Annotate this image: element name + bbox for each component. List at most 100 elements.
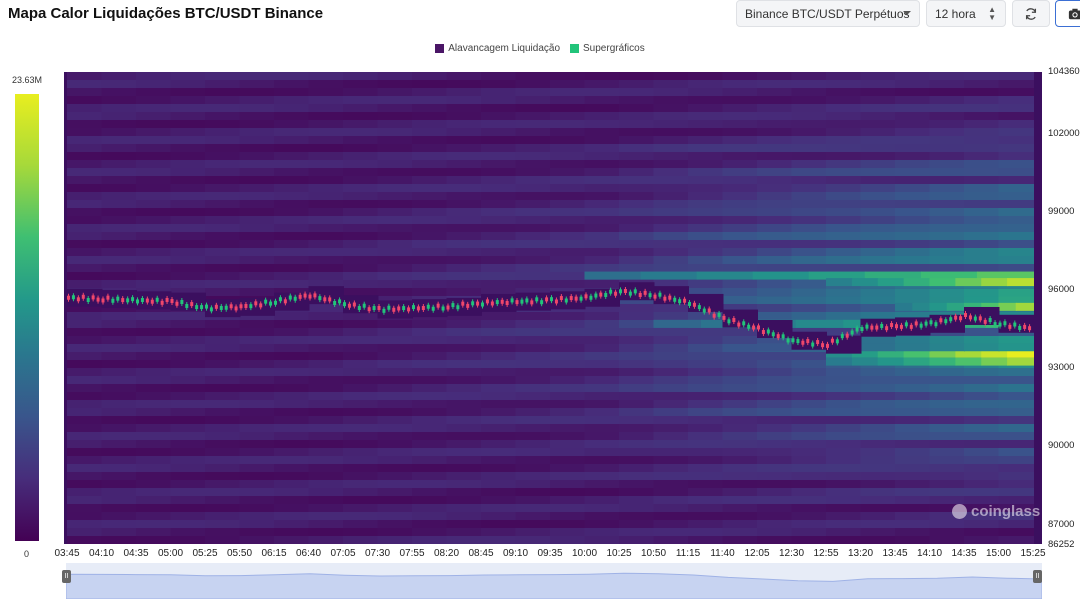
heatmap-plot-area[interactable] — [64, 72, 1042, 544]
heat-cell — [998, 432, 1034, 441]
heat-cell — [446, 160, 482, 169]
heat-cell — [274, 88, 310, 97]
heat-cell — [67, 264, 103, 273]
heat-cell — [895, 528, 931, 537]
heat-cell — [308, 160, 344, 169]
legend-item-supercharts[interactable]: Supergráficos — [570, 43, 645, 54]
y-tick-label: 102000 — [1048, 127, 1080, 139]
heat-cell — [895, 80, 931, 89]
heat-cell — [274, 472, 310, 481]
candle-body — [909, 324, 913, 329]
heat-cell — [619, 464, 655, 473]
heat-cell — [239, 416, 275, 425]
heat-cell — [136, 128, 172, 137]
candle-body — [515, 300, 519, 305]
heat-cell — [550, 456, 586, 465]
heat-cell — [584, 224, 620, 233]
heat-cell — [343, 400, 379, 409]
heat-cell — [929, 184, 965, 193]
heat-cell — [619, 216, 655, 225]
heat-cell — [757, 536, 793, 544]
heat-cell — [860, 416, 896, 425]
heat-cell — [619, 352, 655, 361]
heat-cell — [446, 200, 482, 209]
heat-cell — [446, 288, 482, 297]
screenshot-button[interactable] — [1055, 0, 1080, 27]
heat-cell — [584, 256, 620, 265]
heat-cell — [791, 96, 827, 105]
heat-cell — [619, 104, 655, 113]
heat-cell — [308, 392, 344, 401]
heat-cell — [343, 384, 379, 393]
heat-cell — [584, 368, 620, 377]
heat-cell — [101, 400, 137, 409]
heat-cell — [274, 112, 310, 121]
heat-cell — [377, 448, 413, 457]
heat-cell — [239, 488, 275, 497]
navigator-right-handle[interactable]: II — [1033, 570, 1042, 583]
heat-cell — [964, 384, 1000, 393]
heat-cell — [550, 512, 586, 521]
candle-body — [939, 318, 943, 323]
candle-body — [352, 302, 356, 307]
heat-cell — [412, 248, 448, 257]
candle-body — [816, 340, 820, 345]
heat-cell — [653, 88, 689, 97]
liquidation-band — [912, 302, 931, 311]
heat-cell — [67, 184, 103, 193]
heat-cell — [377, 504, 413, 513]
heat-cell — [550, 480, 586, 489]
heat-cell — [860, 440, 896, 449]
x-tick-label: 05:50 — [226, 548, 253, 559]
heat-cell — [688, 472, 724, 481]
heat-cell — [446, 376, 482, 385]
x-tick-label: 13:20 — [847, 548, 874, 559]
heat-cell — [895, 480, 931, 489]
candle-body — [219, 305, 223, 310]
heat-cell — [791, 512, 827, 521]
heat-cell — [584, 376, 620, 385]
heat-cell — [826, 368, 862, 377]
candle-body — [500, 299, 504, 304]
heat-cell — [860, 408, 896, 417]
heat-cell — [619, 248, 655, 257]
heat-cell — [205, 440, 241, 449]
heat-cell — [584, 440, 620, 449]
heat-cell — [274, 216, 310, 225]
heat-cell — [274, 200, 310, 209]
heat-cell — [964, 248, 1000, 257]
candle-body — [619, 289, 622, 294]
refresh-button[interactable] — [1012, 0, 1050, 27]
heat-cell — [895, 240, 931, 249]
heat-cell — [964, 512, 1000, 521]
heat-cell — [170, 360, 206, 369]
heat-cell — [239, 536, 275, 544]
heat-cell — [653, 416, 689, 425]
heat-cell — [826, 416, 862, 425]
heat-cell — [688, 352, 724, 361]
legend-item-liquidation[interactable]: Alavancagem Liquidação — [435, 43, 560, 54]
range-navigator[interactable] — [66, 563, 1042, 599]
heatmap-svg[interactable] — [64, 72, 1042, 544]
heat-cell — [998, 520, 1034, 529]
exchange-select[interactable]: Binance BTC/USDT Perpétuos — [736, 0, 920, 27]
updown-chevron-icon: ▲ ▼ — [988, 5, 996, 22]
heat-cell — [481, 96, 517, 105]
heat-cell — [688, 80, 724, 89]
heat-cell — [791, 216, 827, 225]
heat-cell — [584, 160, 620, 169]
heat-cell — [757, 152, 793, 161]
heat-cell — [136, 536, 172, 544]
heat-cell — [205, 464, 241, 473]
x-tick-label: 12:05 — [744, 548, 770, 559]
heat-cell — [791, 208, 827, 217]
heat-cell — [170, 392, 206, 401]
candle-body — [589, 295, 593, 300]
heat-cell — [584, 232, 620, 241]
navigator-left-handle[interactable]: II — [62, 570, 71, 583]
timeframe-select[interactable]: 12 hora ▲ ▼ — [926, 0, 1006, 27]
heat-cell — [757, 312, 793, 321]
heat-cell — [101, 520, 137, 529]
heat-cell — [895, 384, 931, 393]
heat-cell — [343, 136, 379, 145]
